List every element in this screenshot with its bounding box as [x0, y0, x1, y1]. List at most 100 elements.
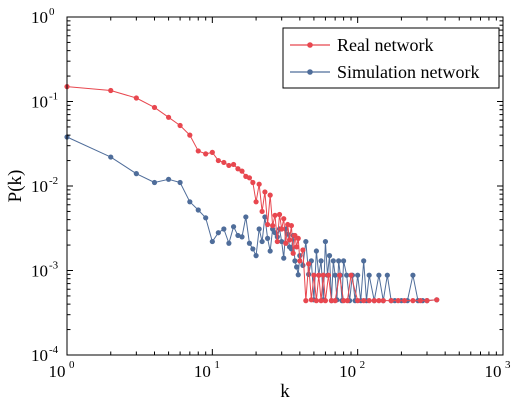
data-point-real-network — [376, 298, 382, 304]
data-point-real-network — [320, 272, 326, 278]
data-point-real-network — [195, 148, 201, 154]
x-tick-label-exponent: 3 — [505, 359, 511, 371]
data-point-simulation-network — [165, 176, 172, 182]
data-point-real-network — [215, 157, 221, 164]
data-point-real-network — [303, 298, 309, 304]
data-point-real-network — [250, 179, 256, 186]
data-point-real-network — [259, 208, 265, 215]
data-point-simulation-network — [133, 171, 139, 177]
data-point-simulation-network — [326, 253, 333, 259]
data-point-real-network — [267, 192, 273, 198]
data-point-simulation-network — [344, 272, 350, 278]
y-tick-label: 10 — [31, 177, 48, 196]
y-tick-label-exponent: -4 — [49, 344, 59, 356]
data-point-simulation-network — [376, 272, 382, 278]
data-point-real-network — [308, 297, 314, 303]
data-point-real-network — [253, 199, 259, 205]
data-point-real-network — [344, 298, 351, 304]
data-point-simulation-network — [246, 240, 253, 246]
data-point-simulation-network — [336, 258, 342, 264]
x-tick-label: 10 — [49, 362, 66, 381]
data-point-simulation-network — [279, 238, 285, 245]
data-point-real-network — [300, 247, 306, 253]
data-point-simulation-network — [366, 272, 372, 278]
data-point-real-network — [165, 114, 172, 120]
data-point-simulation-network — [239, 234, 245, 240]
data-point-real-network — [388, 298, 394, 304]
data-point-real-network — [355, 298, 361, 304]
x-tick-label-exponent: 2 — [360, 359, 366, 371]
data-point-simulation-network — [294, 264, 300, 270]
legend-box — [282, 27, 500, 89]
data-point-real-network — [288, 222, 294, 229]
y-tick-label: 10 — [31, 262, 48, 281]
data-point-real-network — [264, 221, 271, 228]
data-point-simulation-network — [410, 272, 416, 278]
data-point-simulation-network — [355, 272, 361, 278]
data-point-simulation-network — [340, 258, 347, 264]
data-point-real-network — [295, 235, 301, 241]
data-point-real-network — [401, 298, 408, 304]
data-point-simulation-network — [264, 235, 271, 241]
tick-labels: 10 0 10 1 10 2 10 310 -410 -310 -210 -110 0 — [31, 6, 511, 381]
data-point-real-network — [262, 189, 268, 195]
data-point-real-network — [226, 162, 232, 169]
data-point-simulation-network — [330, 258, 336, 264]
data-point-real-network — [306, 261, 312, 267]
data-point-real-network — [221, 159, 227, 166]
data-point-simulation-network — [318, 258, 324, 264]
data-point-simulation-network — [195, 207, 201, 213]
data-point-simulation-network — [215, 230, 221, 236]
data-point-real-network — [294, 244, 300, 250]
data-point-real-network — [336, 272, 343, 278]
y-axis-title: P(k) — [5, 170, 26, 203]
data-point-simulation-network — [295, 272, 301, 278]
data-point-real-network — [380, 298, 386, 304]
x-tick-label-exponent: 1 — [214, 359, 220, 371]
data-point-real-network — [270, 222, 276, 229]
data-point-real-network — [246, 175, 253, 181]
data-point-real-network — [395, 298, 401, 304]
x-tick-label: 10 — [339, 362, 356, 381]
data-point-real-network — [297, 258, 303, 264]
data-point-real-network — [318, 298, 324, 304]
data-point-real-network — [361, 298, 367, 304]
data-point-simulation-network — [306, 271, 312, 277]
data-point-real-network — [187, 132, 193, 138]
series-line-simulation-network — [66, 136, 437, 302]
data-point-real-network — [434, 297, 440, 303]
data-point-real-network — [209, 149, 215, 155]
x-axis-title: k — [280, 381, 290, 402]
data-point-real-network — [276, 211, 283, 218]
data-point-simulation-network — [361, 258, 367, 264]
series-layer — [64, 84, 440, 304]
data-point-real-network — [286, 237, 293, 243]
data-point-simulation-network — [243, 214, 249, 220]
data-point-simulation-network — [187, 199, 193, 205]
data-point-simulation-network — [256, 226, 262, 232]
data-point-real-network — [316, 272, 322, 278]
data-point-simulation-network — [262, 214, 268, 220]
data-point-simulation-network — [250, 246, 256, 252]
data-point-simulation-network — [292, 258, 298, 264]
x-tick-label-exponent: 0 — [69, 359, 75, 371]
data-point-real-network — [424, 298, 430, 304]
data-point-real-network — [311, 272, 317, 278]
data-point-real-network — [332, 298, 338, 304]
data-point-real-network — [292, 232, 298, 239]
data-point-real-network — [108, 87, 114, 94]
data-point-real-network — [177, 122, 183, 129]
x-tick-label: 10 — [194, 362, 211, 381]
series-line-real-network — [66, 86, 437, 302]
data-point-simulation-network — [322, 238, 329, 245]
data-point-real-network — [366, 298, 372, 304]
data-point-real-network — [325, 272, 332, 278]
data-point-real-network — [322, 298, 329, 304]
legend-marker-real-network — [307, 42, 313, 48]
data-point-real-network — [274, 238, 280, 245]
data-point-simulation-network — [151, 179, 158, 186]
data-point-simulation-network — [203, 215, 209, 221]
y-tick-label-exponent: -2 — [49, 175, 58, 187]
data-point-real-network — [279, 226, 285, 232]
data-point-real-network — [133, 95, 139, 101]
